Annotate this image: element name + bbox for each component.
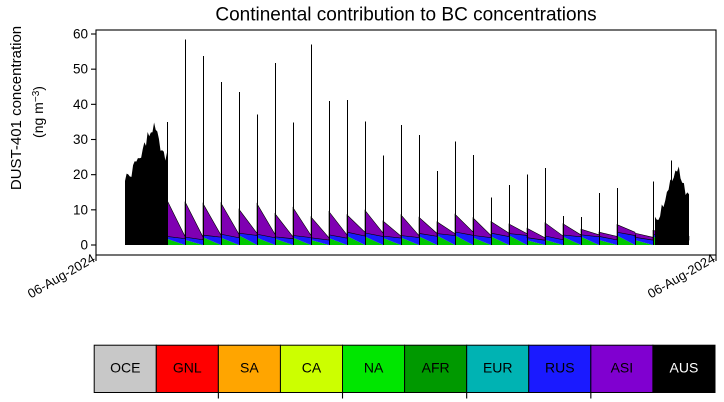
svg-text:NA: NA [364, 360, 384, 376]
svg-text:30: 30 [73, 132, 88, 147]
svg-text:GNL: GNL [173, 360, 202, 376]
svg-text:40: 40 [73, 97, 88, 112]
svg-text:(ng m−3): (ng m−3) [30, 86, 46, 138]
svg-text:06-Aug-2024: 06-Aug-2024 [645, 251, 718, 302]
svg-text:CA: CA [302, 360, 322, 376]
svg-text:ASI: ASI [611, 360, 634, 376]
svg-text:50: 50 [73, 62, 88, 77]
svg-text:60: 60 [73, 27, 88, 42]
svg-text:20: 20 [73, 167, 88, 182]
svg-text:10: 10 [73, 202, 88, 217]
svg-text:Continental contribution to BC: Continental contribution to BC concentra… [215, 5, 596, 26]
svg-text:RUS: RUS [545, 360, 575, 376]
svg-text:DUST-401 concentration: DUST-401 concentration [8, 26, 25, 190]
svg-text:06-Aug-2024: 06-Aug-2024 [25, 251, 98, 302]
svg-text:SA: SA [240, 360, 259, 376]
svg-text:AUS: AUS [670, 360, 699, 376]
svg-text:OCE: OCE [110, 360, 140, 376]
svg-text:0: 0 [80, 238, 88, 253]
svg-text:AFR: AFR [422, 360, 450, 376]
svg-text:EUR: EUR [483, 360, 513, 376]
